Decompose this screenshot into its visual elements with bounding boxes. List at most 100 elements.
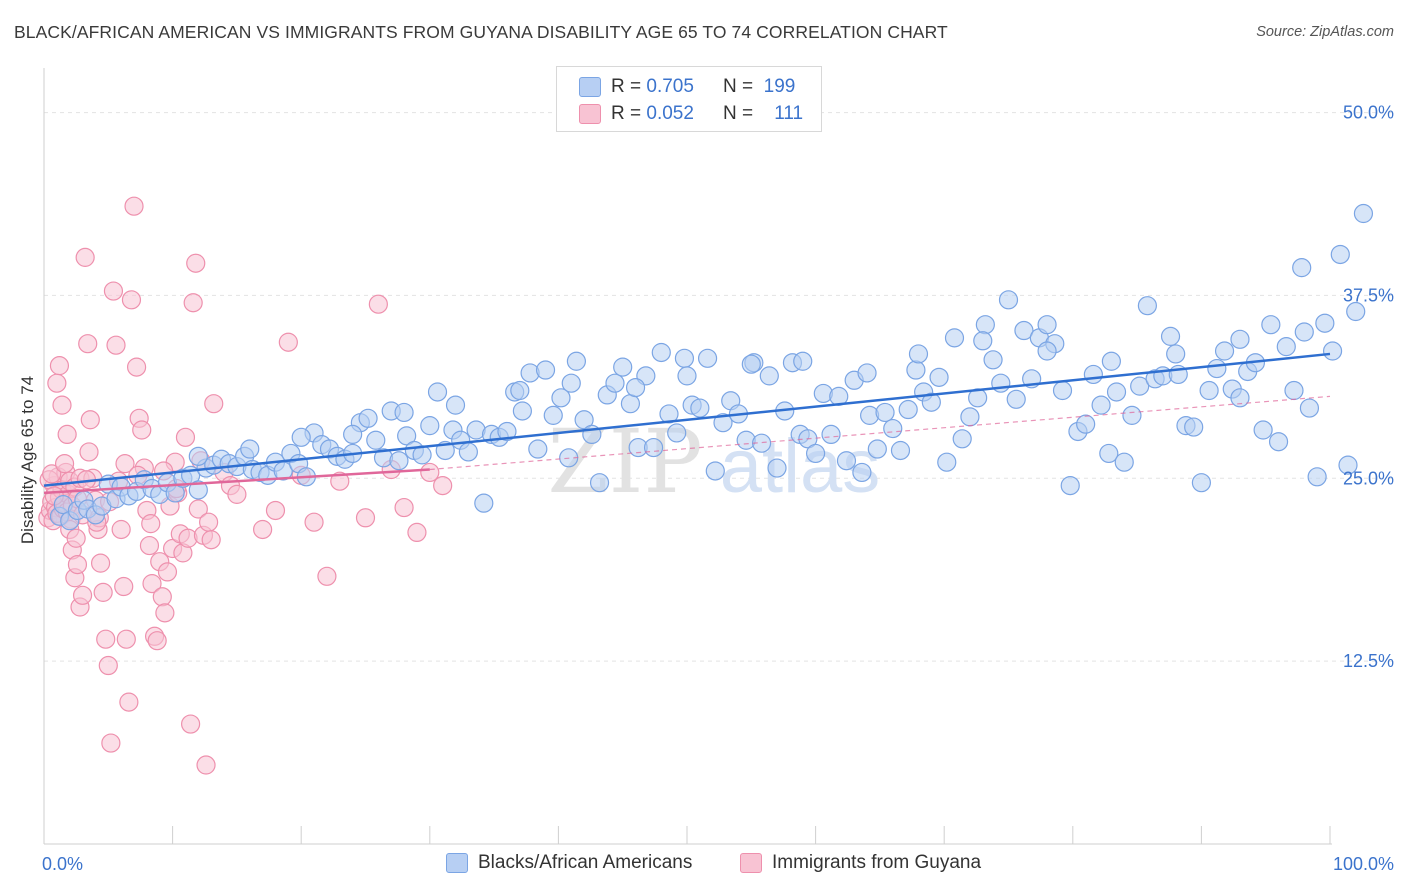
point-blacks-african-americans <box>1106 382 1127 402</box>
y-tick-label: 37.5% <box>1343 285 1394 305</box>
point-immigrants-from-guyana <box>330 471 350 491</box>
tick-labels: 12.5% 25.0% 37.5% 50.0% 0.0% 100.0% <box>42 103 1394 874</box>
r-label: R = <box>611 76 642 97</box>
point-immigrants-from-guyana <box>199 512 219 532</box>
point-blacks-african-americans <box>474 493 494 513</box>
point-blacks-african-americans <box>1230 329 1250 349</box>
point-blacks-african-americans <box>1160 326 1181 346</box>
point-immigrants-from-guyana <box>265 500 286 521</box>
point-blacks-african-americans <box>767 458 787 478</box>
pink-swatch <box>579 104 601 124</box>
point-immigrants-from-guyana <box>106 335 126 355</box>
point-blacks-african-americans <box>1191 473 1212 493</box>
point-immigrants-from-guyana <box>204 394 224 414</box>
point-blacks-african-americans <box>1037 341 1057 361</box>
point-blacks-african-americans <box>1060 476 1080 496</box>
point-immigrants-from-guyana <box>79 442 99 462</box>
series-blacks-african-americans <box>49 203 1374 531</box>
point-immigrants-from-guyana <box>227 484 247 504</box>
point-blacks-african-americans <box>1338 455 1358 475</box>
point-blacks-african-americans <box>389 451 409 471</box>
point-blacks-african-americans <box>883 418 903 439</box>
point-blacks-african-americans <box>805 443 826 464</box>
point-immigrants-from-guyana <box>121 290 142 310</box>
point-blacks-african-americans <box>1253 420 1273 440</box>
point-immigrants-from-guyana <box>394 497 414 518</box>
point-blacks-african-americans <box>1101 351 1121 371</box>
point-blacks-african-americans <box>366 430 386 450</box>
point-blacks-african-americans <box>291 427 311 447</box>
point-immigrants-from-guyana <box>317 566 337 586</box>
point-immigrants-from-guyana <box>175 427 196 447</box>
point-blacks-african-americans <box>952 429 972 449</box>
x-tick-label-max: 100.0% <box>1333 854 1394 874</box>
point-blacks-african-americans <box>1276 337 1296 357</box>
point-blacks-african-americans <box>751 433 772 453</box>
blue-swatch <box>579 77 601 97</box>
point-blacks-african-americans <box>651 342 671 363</box>
point-immigrants-from-guyana <box>90 553 111 573</box>
point-blacks-african-americans <box>188 446 208 466</box>
point-blacks-african-americans <box>1014 320 1034 341</box>
bottom-legend-pink-label: Immigrants from Guyana <box>772 852 982 873</box>
point-immigrants-from-guyana <box>253 519 273 540</box>
r-value-blue: 0.705 <box>646 76 694 97</box>
point-blacks-african-americans <box>857 363 877 383</box>
bottom-legend-blue: Blacks/African Americans <box>446 852 692 874</box>
point-blacks-african-americans <box>1130 376 1150 396</box>
point-immigrants-from-guyana <box>186 253 206 273</box>
trend-line-blue <box>43 352 1331 487</box>
point-blacks-african-americans <box>1261 315 1281 335</box>
point-immigrants-from-guyana <box>152 587 172 607</box>
point-immigrants-from-guyana <box>407 522 427 543</box>
point-blacks-african-americans <box>890 440 911 461</box>
trend-lines <box>43 352 1331 495</box>
gridlines <box>44 112 1394 662</box>
point-immigrants-from-guyana <box>304 512 324 532</box>
point-immigrants-from-guyana <box>183 293 203 313</box>
point-blacks-african-americans <box>620 394 641 414</box>
point-blacks-african-americans <box>674 348 695 368</box>
point-blacks-african-americans <box>1230 388 1250 408</box>
point-blacks-african-americans <box>852 462 872 483</box>
point-blacks-african-americans <box>188 480 208 500</box>
point-immigrants-from-guyana <box>54 454 75 474</box>
point-blacks-african-americans <box>561 373 581 393</box>
point-immigrants-from-guyana <box>142 574 162 594</box>
point-blacks-african-americans <box>589 473 610 493</box>
point-immigrants-from-guyana <box>72 585 93 605</box>
point-blacks-african-americans <box>605 373 625 393</box>
point-blacks-african-americans <box>677 366 697 386</box>
point-blacks-african-americans <box>358 408 378 428</box>
bottom-legend-pink: Immigrants from Guyana <box>740 852 981 874</box>
point-immigrants-from-guyana <box>355 508 376 528</box>
point-blacks-african-americans <box>543 405 563 425</box>
point-blacks-african-americans <box>1184 417 1204 437</box>
point-immigrants-from-guyana <box>98 655 118 676</box>
point-immigrants-from-guyana <box>96 629 116 649</box>
point-blacks-african-americans <box>510 380 530 401</box>
trend-line-pink-dashed <box>429 395 1331 471</box>
y-axis-label: Disability Age 65 to 74 <box>18 375 37 545</box>
point-blacks-african-americans <box>659 404 679 424</box>
point-blacks-african-americans <box>697 348 718 368</box>
point-immigrants-from-guyana <box>75 247 95 267</box>
point-blacks-african-americans <box>497 421 517 442</box>
n-label: N = <box>722 103 754 124</box>
point-immigrants-from-guyana <box>433 476 453 496</box>
point-blacks-african-americans <box>793 351 813 371</box>
point-immigrants-from-guyana <box>420 462 440 483</box>
point-blacks-african-americans <box>625 377 646 398</box>
point-blacks-african-americans <box>613 357 633 377</box>
point-blacks-african-americans <box>1207 358 1227 379</box>
point-blacks-african-americans <box>1083 364 1103 385</box>
point-blacks-african-americans <box>1122 405 1142 425</box>
point-blacks-african-americans <box>937 452 957 472</box>
point-blacks-african-americans <box>705 461 725 481</box>
point-blacks-african-americans <box>1114 452 1134 472</box>
point-blacks-african-americans <box>867 439 887 459</box>
point-immigrants-from-guyana <box>78 334 98 354</box>
point-blacks-african-americans <box>528 439 548 459</box>
chart-title: BLACK/AFRICAN AMERICAN VS IMMIGRANTS FRO… <box>14 22 948 42</box>
point-blacks-african-americans <box>1199 380 1219 401</box>
